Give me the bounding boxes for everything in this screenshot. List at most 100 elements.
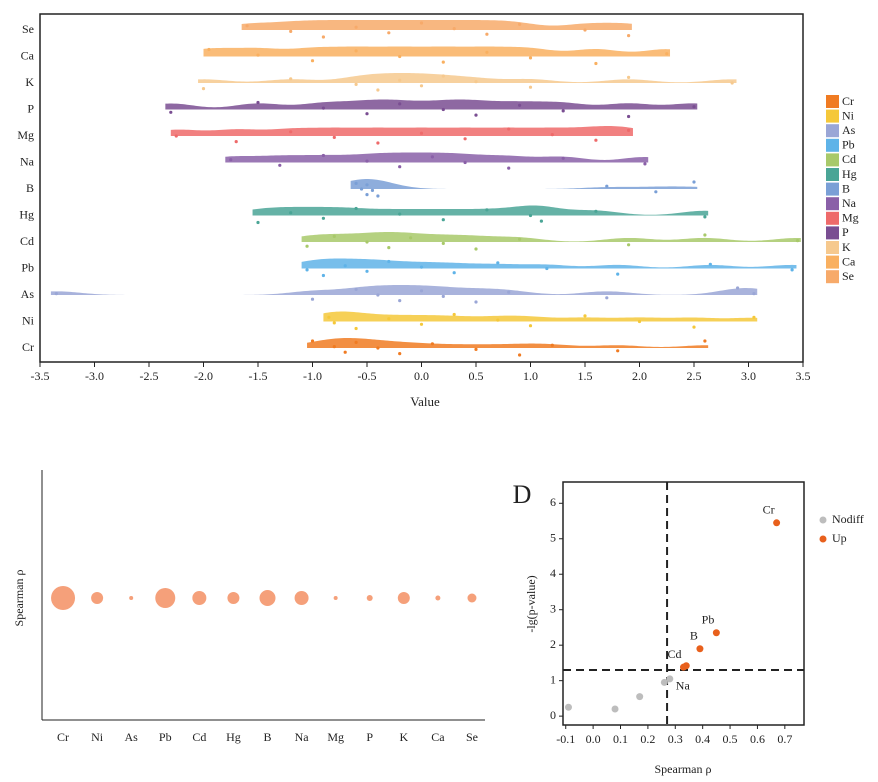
x-tick-label: 0.3 [668,732,683,746]
x-tick-label: 2.0 [632,369,647,383]
legend-label: Pb [842,138,855,152]
bubble [294,591,309,605]
point-label: Pb [702,613,715,627]
x-tick-label: -2.5 [140,369,159,383]
point [564,703,572,711]
density [323,311,758,322]
legend-label: Se [842,269,854,283]
point [539,219,544,223]
point [354,326,358,331]
point [398,54,402,59]
legend-marker [819,535,827,543]
point [398,212,402,216]
x-tick-label: -3.0 [85,369,104,383]
x-tick-label: 1.0 [523,369,538,383]
point [354,340,358,344]
y-tick-label: Hg [19,207,34,221]
legend-label: Nodiff [832,512,864,526]
point [419,322,424,326]
bubble [51,586,76,610]
density [301,232,801,242]
point [289,77,293,81]
point [54,292,58,296]
point [305,268,309,272]
legend-label: P [842,225,849,239]
legend-label: Cr [842,94,854,108]
point [518,103,522,107]
point [611,705,619,713]
point [616,349,620,353]
point [419,265,424,269]
point [419,289,424,293]
point [627,75,631,79]
bubble [155,588,176,608]
point [359,187,364,191]
x-tick-label: K [399,730,408,744]
point [474,247,478,251]
point [305,244,309,248]
x-tick-label: -3.5 [31,369,50,383]
density [307,338,709,348]
x-tick-label: 0.7 [777,732,792,746]
point [550,133,554,137]
x-tick-label: Cr [57,730,69,744]
x-tick-label: 0.6 [750,732,765,746]
point [419,21,424,25]
point-label: Cd [667,647,681,661]
point [354,25,358,29]
point [692,105,696,109]
point [174,134,178,138]
y-tick-label: 5 [550,531,556,545]
point [376,194,380,198]
legend-swatch [826,182,839,196]
x-tick-label: B [263,730,271,744]
density [165,99,698,110]
x-tick-label: Mg [327,730,344,744]
legend-label: Hg [842,167,857,181]
point [496,261,500,265]
point [387,317,391,321]
point [463,160,467,165]
bubble [129,596,134,600]
point [387,259,391,264]
point [643,162,647,166]
point [354,181,358,185]
x-tick-label: Hg [226,730,241,744]
y-tick-label: Ni [22,313,35,327]
point [354,287,358,291]
point [507,290,511,294]
x-tick-label: 0.0 [414,369,429,383]
point [343,264,347,268]
y-tick-label: 3 [550,601,556,615]
point [752,292,756,296]
point [696,645,704,653]
point [376,293,380,297]
point [485,50,489,54]
point [327,315,331,319]
point [795,239,800,243]
density [241,20,632,30]
y-tick-label: P [27,101,34,115]
point [398,165,402,169]
legend-swatch [826,138,839,152]
legend-label: Up [832,531,847,545]
point [730,81,734,85]
density [198,73,737,83]
point [773,519,781,527]
x-tick-label: Na [295,730,310,744]
density [50,285,758,295]
point [229,158,233,162]
point [376,141,380,145]
bubble [467,593,477,603]
point [790,268,794,272]
point [398,299,402,303]
point [463,137,467,141]
point [398,102,402,106]
bubble [192,591,207,605]
point [605,184,609,188]
point [321,106,325,110]
point [365,269,369,273]
point [387,246,391,250]
point [310,297,315,301]
